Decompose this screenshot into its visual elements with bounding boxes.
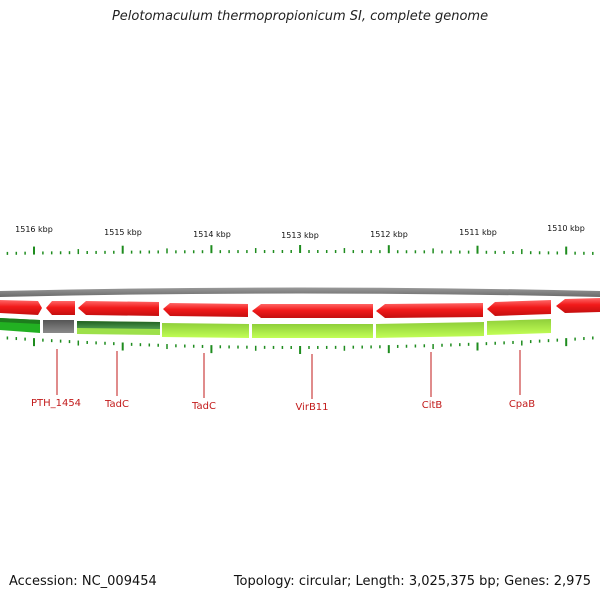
scale-tick-label: 1515 kbp — [104, 228, 142, 237]
scale-tick-label: 1511 kbp — [459, 228, 497, 237]
cds-arrow — [252, 304, 373, 318]
cds-arrow — [46, 301, 75, 315]
cog-segment — [77, 321, 160, 329]
cog-segment — [252, 324, 373, 338]
cds-arrow — [78, 301, 159, 316]
accession-label: Accession: — [9, 574, 78, 589]
cog-segment — [0, 318, 40, 324]
gene-labels: PTH_1454 TadC TadC VirB11 CitB CpaB — [31, 349, 535, 413]
cog-segment — [43, 320, 74, 333]
cds-track — [0, 298, 600, 318]
cds-arrow — [556, 298, 600, 313]
cog-segment — [376, 322, 484, 338]
cog-segment — [162, 323, 249, 338]
cds-arrow — [0, 300, 42, 315]
cog-segment — [487, 319, 551, 335]
cds-arrow — [487, 300, 551, 316]
genome-summary: Topology: circular; Length: 3,025,375 bp… — [233, 574, 591, 589]
genes-label: Genes: — [504, 574, 550, 589]
outer-ticks — [6, 245, 594, 255]
cds-arrow — [163, 303, 248, 317]
gene-label-tadc: TadC — [104, 399, 129, 410]
accession-value: NC_009454 — [81, 574, 157, 589]
genes-value: 2,975 — [553, 574, 591, 589]
topology-value: circular — [298, 574, 347, 589]
length-label: Length: — [355, 574, 405, 589]
cog-track — [0, 318, 551, 338]
scale-tick-label: 1510 kbp — [547, 224, 585, 233]
scale-tick-label: 1514 kbp — [193, 230, 231, 239]
scale-tick-label: 1512 kbp — [370, 230, 408, 239]
backbone-arc — [0, 287, 600, 297]
gene-label-citb: CitB — [422, 400, 443, 411]
inner-ticks — [6, 336, 594, 354]
length-value: 3,025,375 bp — [408, 574, 496, 589]
gene-label-cpab: CpaB — [509, 399, 535, 410]
topology-label: Topology: — [233, 574, 295, 589]
gene-label-tadc: TadC — [191, 401, 216, 412]
scale-tick-label: 1516 kbp — [15, 225, 53, 234]
gene-label-virb11: VirB11 — [295, 402, 328, 413]
scale-tick-label: 1513 kbp — [281, 231, 319, 240]
gene-label-pth-1454: PTH_1454 — [31, 398, 81, 409]
map-title: Pelotomaculum thermopropionicum SI, comp… — [111, 9, 489, 24]
scale-labels: 1516 kbp 1515 kbp 1514 kbp 1513 kbp 1512… — [15, 224, 585, 240]
accession-info: Accession: NC_009454 — [9, 574, 157, 589]
cds-arrow — [376, 303, 483, 318]
